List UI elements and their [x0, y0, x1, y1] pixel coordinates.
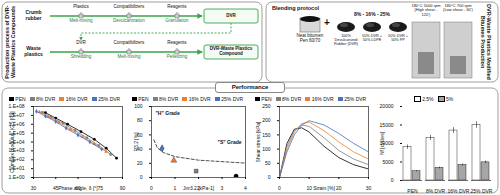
svg-text:30: 30 [366, 185, 372, 191]
svg-text:1.E+04: 1.E+04 [8, 138, 25, 145]
html-text:DVR: DVR [76, 40, 86, 45]
svg-text:0: 0 [140, 174, 143, 180]
html-text:PEN: PEN [15, 95, 26, 102]
svg-text:Strain [%]: Strain [%] [313, 185, 335, 191]
svg-text:Phase angle, δ [°]: Phase angle, δ [°] [58, 185, 98, 191]
html-text:100% Devulcanized Rubber (DVR): 100% Devulcanized Rubber (DVR) [334, 34, 358, 47]
html-text:Melt-mixing: Melt-mixing [117, 54, 141, 59]
svg-text:10000: 10000 [379, 140, 394, 147]
svg-text:60: 60 [136, 131, 143, 138]
svg-text:1: 1 [174, 185, 177, 191]
svg-text:PEN: PEN [407, 188, 418, 194]
svg-text:1.E+05: 1.E+05 [8, 129, 25, 136]
svg-text:Complex modulus, |G*| [Pa]: Complex modulus, |G*| [Pa] [9, 111, 15, 173]
html-text:50% DVR + 50% PP: 50% DVR + 50% PP [388, 34, 408, 43]
html-text:25% DVR: 25% DVR [344, 95, 367, 102]
html-text:Shredding: Shredding [70, 54, 92, 59]
html-text:2.5%: 2.5% [422, 95, 434, 102]
svg-text:Nf [cycles]: Nf [cycles] [379, 131, 385, 155]
html-text:8% DVR: 8% DVR [159, 95, 179, 102]
html-text:Performance: Performance [231, 84, 269, 91]
html-text:8% - 16% - 25%: 8% - 16% - 25% [353, 11, 391, 17]
svg-text:1.E+03: 1.E+03 [8, 147, 25, 154]
svg-text:150: 150 [262, 132, 271, 138]
html-text:Melt-mixing: Melt-mixing [69, 18, 93, 23]
svg-text:20: 20 [137, 160, 143, 166]
html-text:180°C 5000 rpm (High shear - 1: 180°C 5000 rpm (High shear - 120') [411, 3, 441, 17]
html-text:DVR: DVR [226, 12, 236, 18]
svg-text:20: 20 [336, 185, 342, 191]
svg-text:1.E+01: 1.E+01 [8, 165, 25, 172]
svg-text:75: 75 [97, 185, 103, 191]
svg-text:250: 250 [262, 103, 271, 109]
html-text:Reagents: Reagents [167, 4, 187, 9]
svg-text:50: 50 [265, 160, 271, 166]
svg-text:90: 90 [120, 185, 126, 191]
svg-text:1.E+08: 1.E+08 [9, 103, 25, 109]
svg-text:20000: 20000 [380, 103, 394, 109]
html-text:25% DVR: 25% DVR [221, 95, 244, 102]
html-text:25% DVR: 25% DVR [98, 95, 121, 102]
svg-text:Jnr3.2 [kPa-1]: Jnr3.2 [kPa-1] [183, 185, 215, 191]
html-text:Crumb rubber: Crumb rubber [25, 9, 42, 21]
svg-text:5000: 5000 [382, 159, 393, 165]
html-text:Devulcanization: Devulcanization [113, 18, 145, 23]
html-text:Reagents: Reagents [167, 40, 187, 45]
html-text:180°C 700 rpm (Low shear - 60': 180°C 700 rpm (Low shear - 60') [443, 3, 473, 13]
html-text:50% DVR + 50% LDPE: 50% DVR + 50% LDPE [362, 34, 382, 43]
svg-text:3: 3 [221, 185, 224, 191]
svg-text:0: 0 [268, 174, 271, 180]
svg-text:100: 100 [262, 146, 271, 152]
html-text:8% DVR: 8% DVR [282, 95, 302, 102]
svg-text:1.E+02: 1.E+02 [8, 156, 25, 163]
html-text:16% DVR: 16% DVR [188, 95, 211, 102]
html-text:Pelletizing: Pelletizing [166, 54, 188, 59]
svg-text:30: 30 [31, 185, 37, 191]
svg-text:80: 80 [137, 117, 143, 123]
html-text:16% DVR: 16% DVR [65, 95, 88, 102]
html-text:DVR-Waste Plastics Modified Bi: DVR-Waste Plastics Modified Bitumen Prod… [480, 4, 492, 80]
svg-text:1.E+06: 1.E+06 [8, 120, 25, 127]
svg-text:"H" Grade: "H" Grade [156, 110, 180, 116]
html-text:Production process of DVR-Wast: Production process of DVR-Waste Plastics… [4, 5, 16, 79]
html-text:Neat bitumen Pen 60/70: Neat bitumen Pen 60/70 [296, 33, 324, 43]
svg-text:0: 0 [150, 185, 153, 191]
svg-text:16% DVR: 16% DVR [448, 188, 470, 194]
svg-text:1.E+00: 1.E+00 [9, 174, 25, 180]
svg-text:Shear stress [kPa]: Shear stress [kPa] [255, 121, 261, 162]
svg-text:200: 200 [262, 117, 271, 123]
svg-text:1.E+07: 1.E+07 [8, 112, 25, 118]
svg-text:8% DVR: 8% DVR [426, 188, 446, 194]
html-text:PEN: PEN [138, 95, 149, 102]
html-text:Compatibilizers: Compatibilizers [113, 4, 145, 9]
svg-text:"S" Grade: "S" Grade [218, 139, 242, 145]
html-text:Plastics: Plastics [73, 4, 89, 9]
html-text:DVR-Waste Plastics Compound: DVR-Waste Plastics Compound [209, 46, 253, 56]
html-text:PEN: PEN [261, 95, 272, 102]
svg-text:4: 4 [244, 185, 247, 191]
svg-text:25% DVR: 25% DVR [471, 188, 493, 194]
html-text:5%: 5% [446, 95, 454, 102]
svg-text:0: 0 [278, 185, 281, 191]
svg-text:45: 45 [53, 185, 59, 192]
svg-text:40: 40 [136, 145, 143, 152]
html-text:16% DVR: 16% DVR [311, 95, 334, 102]
html-text:8% DVR: 8% DVR [36, 95, 56, 102]
svg-text:10: 10 [306, 185, 312, 191]
html-text:Blending protocol: Blending protocol [272, 5, 320, 11]
svg-text:R3.2 [%]: R3.2 [%] [133, 132, 139, 152]
html-text:Waste plastics: Waste plastics [24, 45, 43, 57]
svg-text:0: 0 [391, 177, 394, 183]
html-text:Granulation: Granulation [165, 18, 189, 23]
svg-text:15000: 15000 [380, 122, 394, 128]
html-text:Compatibilizers: Compatibilizers [113, 40, 145, 45]
svg-text:100: 100 [134, 103, 143, 109]
